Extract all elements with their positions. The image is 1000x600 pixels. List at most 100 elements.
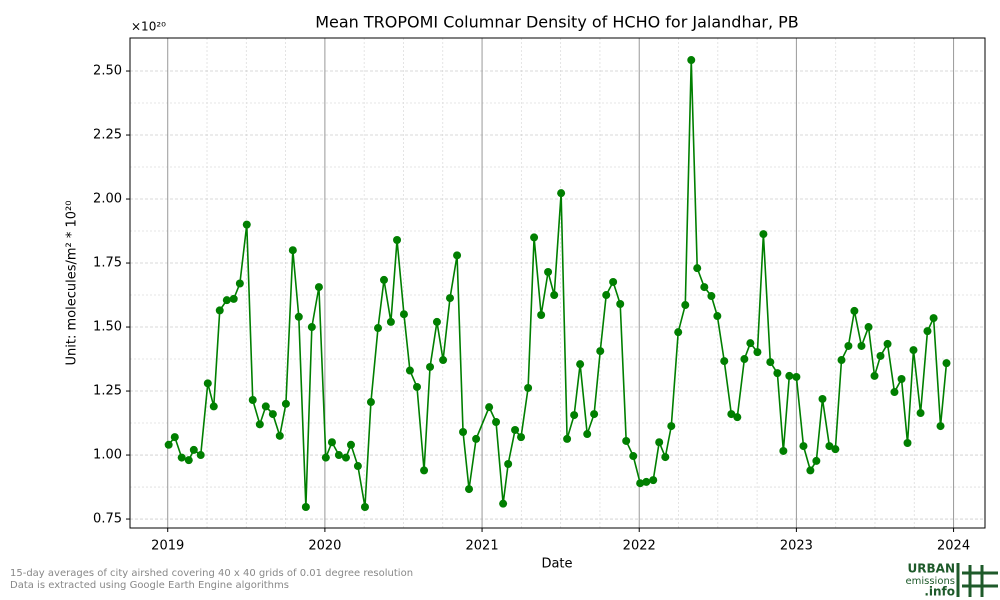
data-point [288, 246, 297, 255]
data-point [570, 411, 579, 420]
data-point [870, 371, 879, 380]
data-point [537, 311, 546, 320]
data-point [923, 327, 932, 336]
y-tick-label: 2.25 [93, 128, 122, 143]
offset-text: ×10²⁰ [131, 20, 166, 34]
data-point [700, 283, 709, 292]
data-point [844, 341, 853, 350]
data-point [281, 399, 290, 408]
data-point [864, 323, 873, 332]
y-tick-label: 2.50 [93, 64, 122, 79]
data-point [693, 264, 702, 273]
data-point [616, 299, 625, 308]
data-point [890, 388, 899, 397]
data-point [596, 347, 605, 356]
x-axis-label: Date [541, 557, 572, 572]
data-point [379, 275, 388, 284]
footnote: 15-day averages of city airshed covering… [10, 568, 413, 579]
data-point [177, 453, 186, 462]
data-point [189, 445, 198, 454]
y-axis-label: Unit: molecules/m² * 10²⁰ [65, 201, 80, 366]
data-point [405, 366, 414, 375]
data-point [229, 294, 238, 303]
data-point [929, 314, 938, 323]
data-point [307, 323, 316, 332]
data-point [524, 383, 533, 392]
data-point [831, 445, 840, 454]
data-point [301, 503, 310, 512]
data-point [837, 356, 846, 365]
data-point [550, 291, 559, 300]
data-point [713, 312, 722, 321]
data-point [426, 362, 435, 371]
data-point [366, 398, 375, 407]
data-point [740, 355, 749, 364]
data-point [465, 485, 474, 494]
x-tick-label: 2023 [780, 539, 813, 554]
data-point [164, 440, 173, 449]
y-tick-label: 1.50 [93, 320, 122, 335]
data-point [806, 466, 815, 475]
chart-title: Mean TROPOMI Columnar Density of HCHO fo… [315, 13, 799, 32]
data-point [504, 459, 513, 468]
data-point [727, 410, 736, 419]
data-point [346, 440, 355, 449]
data-point [459, 427, 468, 436]
data-point [255, 420, 264, 429]
data-point [499, 499, 508, 508]
data-point [353, 462, 362, 471]
data-point [609, 277, 618, 286]
data-point [184, 456, 193, 465]
data-point [792, 372, 801, 381]
data-point [386, 317, 395, 326]
y-tick-label: 1.25 [93, 384, 122, 399]
data-point [759, 230, 768, 239]
data-point [196, 451, 205, 460]
data-point [453, 251, 462, 260]
data-point [733, 413, 742, 422]
data-point [876, 351, 885, 360]
data-point [530, 233, 539, 242]
data-point [203, 379, 212, 388]
y-tick-label: 0.75 [93, 512, 122, 527]
data-point [674, 328, 683, 337]
data-point [602, 291, 611, 300]
logo-text: .info [924, 585, 955, 599]
data-point [412, 382, 421, 391]
data-point [341, 453, 350, 462]
logo-icon [956, 563, 998, 597]
x-tick-label: 2022 [623, 539, 656, 554]
y-tick-label: 2.00 [93, 192, 122, 207]
data-point [374, 324, 383, 333]
data-point [857, 341, 866, 350]
data-point [275, 431, 284, 440]
data-point [399, 310, 408, 319]
data-point [215, 306, 224, 315]
data-point [222, 296, 231, 305]
data-point [936, 422, 945, 431]
data-point [544, 267, 553, 276]
data-point [563, 434, 572, 443]
data-point [903, 439, 912, 448]
data-point [649, 476, 658, 485]
data-point [773, 369, 782, 378]
data-point [209, 402, 218, 411]
data-point [942, 359, 951, 368]
data-point [746, 339, 755, 348]
data-point [766, 358, 775, 367]
data-point [472, 434, 481, 443]
data-point [242, 220, 251, 229]
data-point [883, 339, 892, 348]
data-point [557, 189, 566, 198]
data-point [327, 438, 336, 447]
data-point [897, 375, 906, 384]
data-point [170, 433, 179, 442]
data-point [642, 477, 651, 486]
logo: URBAN emissions .info [905, 562, 998, 599]
x-tick-label: 2019 [151, 539, 184, 554]
y-tick-label: 1.75 [93, 256, 122, 271]
logo-text: URBAN [908, 562, 955, 576]
data-point [583, 430, 592, 439]
data-point [511, 425, 520, 434]
